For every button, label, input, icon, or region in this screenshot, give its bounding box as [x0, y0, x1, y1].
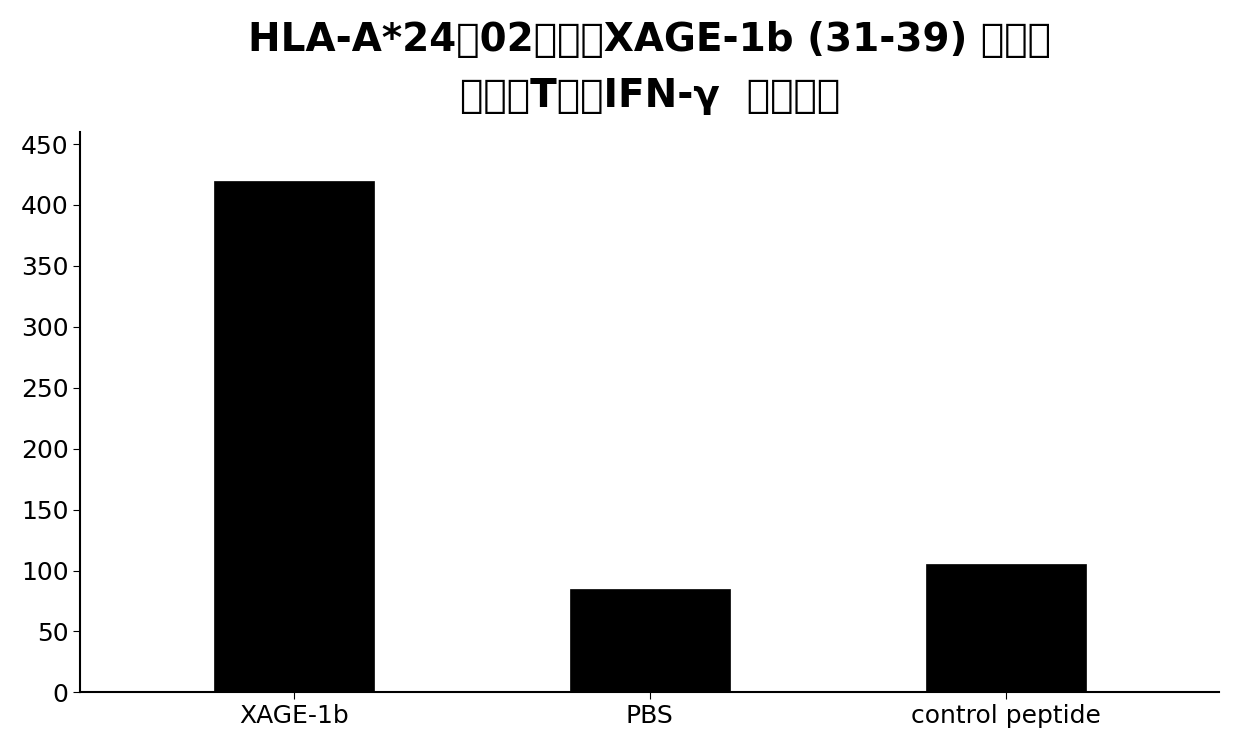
Bar [925, 565, 1086, 692]
Title: HLA-A*24：02限制性XAGE-1b (31-39) 特异性
细胞毒T细胞IFN-γ  分泌试验: HLA-A*24：02限制性XAGE-1b (31-39) 特异性 细胞毒T细胞… [248, 21, 1052, 115]
Bar [213, 181, 374, 692]
Bar [569, 589, 730, 692]
